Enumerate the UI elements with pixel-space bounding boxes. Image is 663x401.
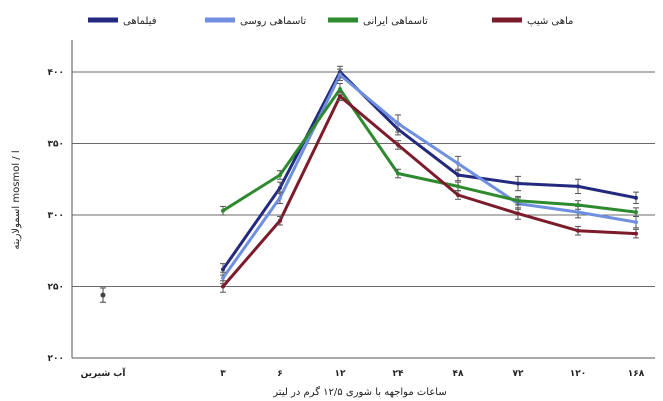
data-point	[516, 198, 520, 203]
data-point	[221, 275, 225, 280]
data-point	[278, 172, 282, 177]
data-point	[338, 87, 342, 92]
y-tick-labels: ۴۰۰ ۳۵۰ ۳۰۰ ۲۵۰ ۲۰۰	[48, 68, 64, 364]
data-point	[456, 184, 460, 189]
x-tick-label: ۳	[220, 369, 226, 379]
x-tick-label: ۱۶۸	[628, 369, 645, 379]
data-point	[516, 211, 520, 216]
series-group	[220, 91, 639, 293]
y-tick-label: ۲۰۰	[48, 354, 64, 364]
y-axis-title: اسمولاریته mosmol / l	[11, 150, 22, 249]
legend-label: فیلماهی	[123, 16, 157, 27]
y-tick-label: ۳۵۰	[48, 140, 64, 150]
data-point	[576, 210, 580, 215]
control-point	[100, 287, 106, 303]
x-tick-label: ۲۴	[393, 369, 404, 379]
series-lines	[220, 65, 639, 293]
x-tick-label: ۷۲	[513, 369, 524, 379]
x-tick-label: ۴۸	[453, 369, 464, 379]
y-tick-label: ۲۵۰	[48, 283, 64, 293]
series-line	[221, 73, 637, 279]
data-point	[634, 220, 638, 225]
legend-label: تاسماهی ایرانی	[363, 16, 428, 27]
data-point	[634, 231, 638, 236]
series-line	[221, 94, 637, 288]
series-line	[221, 70, 637, 271]
data-point	[576, 184, 580, 189]
x-tick-label: ۶	[277, 369, 283, 379]
chart-axes	[71, 40, 655, 359]
data-point	[634, 195, 638, 200]
data-point	[456, 172, 460, 177]
data-point	[278, 185, 282, 190]
control-marker	[100, 292, 106, 298]
data-point	[396, 142, 400, 147]
series-group	[220, 82, 639, 217]
data-point	[278, 195, 282, 200]
legend-label: تاسماهی روسی	[240, 16, 306, 27]
data-point	[338, 72, 342, 77]
data-point	[456, 192, 460, 197]
data-point	[396, 171, 400, 176]
data-point	[338, 94, 342, 99]
chart-legend: فیلماهی تاسماهی روسی تاسماهی ایرانی ماهی شی…	[88, 16, 573, 27]
series-line	[222, 87, 637, 214]
x-axis-title: ساعات مواجهه با شوری ۱۲/۵ گرم در لیتر	[272, 386, 446, 398]
y-tick-label: ۳۰۰	[48, 211, 64, 221]
legend-label: ماهی شیپ	[527, 16, 573, 27]
data-point	[634, 210, 638, 215]
data-point	[576, 202, 580, 207]
x-tick-label: ۱۲	[335, 369, 346, 379]
series-group	[220, 68, 639, 285]
data-point	[456, 161, 460, 166]
data-point	[396, 121, 400, 126]
x-tick-labels: آب شیرین ۳ ۶ ۱۲ ۲۴ ۴۸ ۷۲ ۱۲۰ ۱۶۸	[81, 367, 645, 379]
data-point	[576, 228, 580, 233]
grid-lines	[72, 71, 655, 287]
x-tick-label-control: آب شیرین	[81, 367, 127, 379]
data-point	[516, 181, 520, 186]
data-point	[278, 218, 282, 223]
data-point	[221, 208, 225, 213]
data-point	[221, 267, 225, 272]
y-tick-label: ۴۰۰	[48, 68, 64, 78]
x-tick-label: ۱۲۰	[570, 369, 586, 379]
data-point	[221, 284, 225, 289]
